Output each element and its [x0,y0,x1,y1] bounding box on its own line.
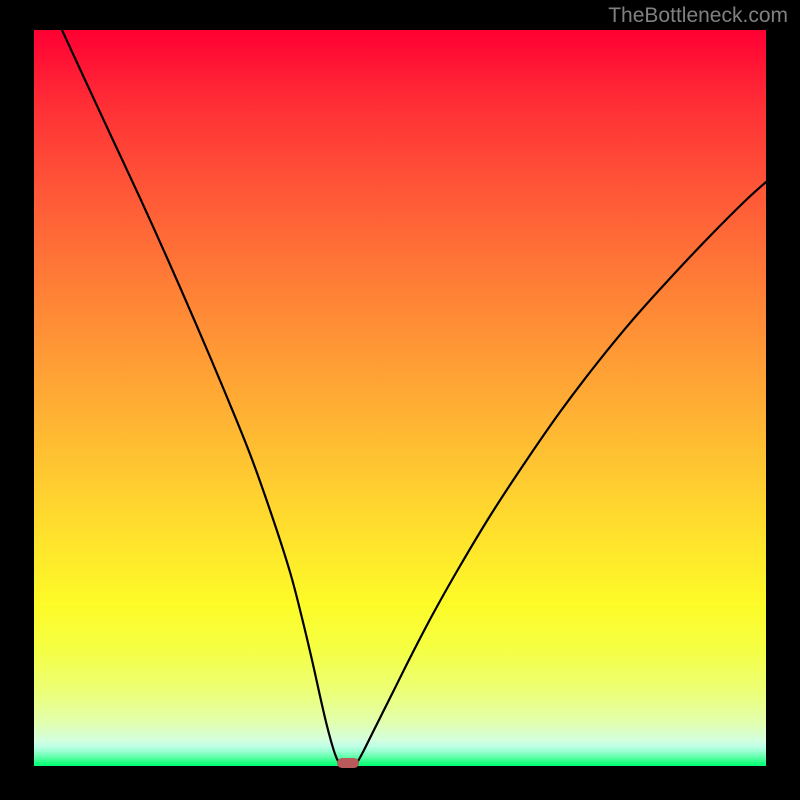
chart-container: TheBottleneck.com [0,0,800,800]
plot-area [34,30,766,766]
minimum-marker [337,758,359,768]
bottleneck-chart [0,0,800,800]
watermark-text: TheBottleneck.com [608,4,788,28]
